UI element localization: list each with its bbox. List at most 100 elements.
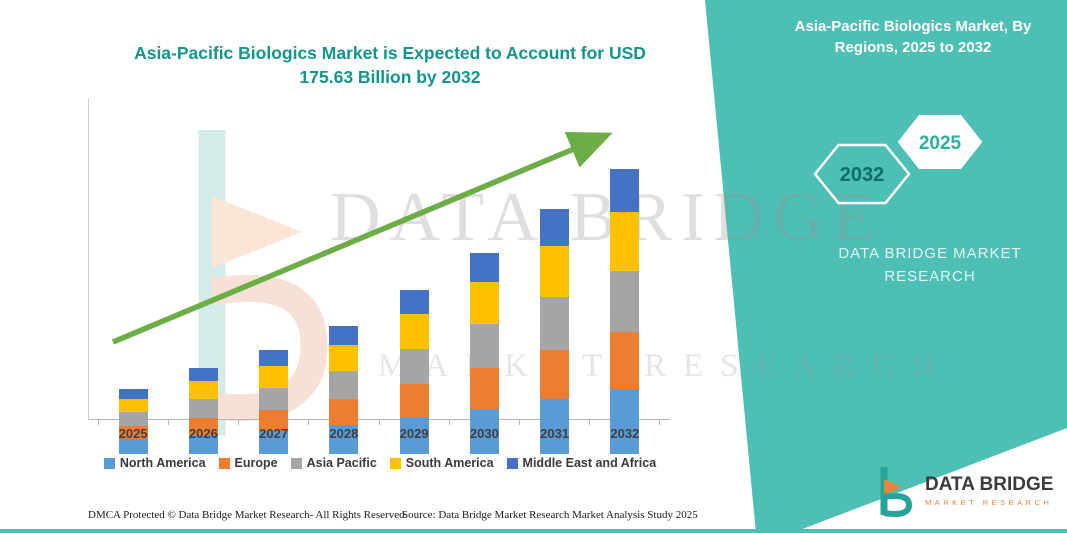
axis-tick xyxy=(98,420,99,425)
x-axis-label-2028: 2028 xyxy=(329,426,359,441)
stacked-bar-2025 xyxy=(118,389,148,454)
segment-asia-pacific xyxy=(188,398,218,419)
company-logo-subtitle: MARKET RESEARCH xyxy=(925,498,1053,508)
stacked-bar-2031 xyxy=(540,208,570,454)
segment-middle-east-and-africa xyxy=(259,350,289,367)
x-axis-label-2032: 2032 xyxy=(610,426,640,441)
segment-middle-east-and-africa xyxy=(329,325,359,346)
legend-swatch xyxy=(218,457,230,469)
segment-north-america xyxy=(540,398,570,454)
panel-brand-line1: DATA BRIDGE MARKET xyxy=(838,245,1022,262)
bars-layer xyxy=(98,132,660,454)
source-note: Source: Data Bridge Market Research Mark… xyxy=(402,509,698,521)
axis-tick xyxy=(588,420,590,425)
segment-south-america xyxy=(469,282,499,325)
chart-title-line1: Asia-Pacific Biologics Market is Expecte… xyxy=(134,43,646,63)
panel-heading: Asia-Pacific Biologics Market, By Region… xyxy=(794,18,1032,56)
segment-middle-east-and-africa xyxy=(540,208,570,247)
axis-tick xyxy=(378,420,380,425)
bottom-accent-rule xyxy=(0,529,1067,533)
company-logo-name: DATA BRIDGE xyxy=(925,473,1054,495)
segment-middle-east-and-africa xyxy=(469,252,499,283)
segment-south-america xyxy=(259,366,289,388)
plot-area xyxy=(88,98,670,420)
year-hexagons: 2032 2025 xyxy=(813,115,983,205)
axis-tick xyxy=(308,420,310,425)
stacked-bar-2032 xyxy=(610,169,640,454)
hexagon-2032-label: 2032 xyxy=(840,164,885,186)
segment-north-america xyxy=(329,424,359,454)
x-axis-labels: 2025 2026 2027 2028 2029 2030 2031 2032 xyxy=(98,426,660,441)
x-axis-label-2027: 2027 xyxy=(259,426,289,441)
legend-item-north-america: North America xyxy=(103,456,206,470)
hexagon-2025 xyxy=(897,115,983,169)
segment-asia-pacific xyxy=(399,348,429,385)
legend-swatch xyxy=(506,457,518,469)
segment-north-america xyxy=(469,408,499,454)
hexagon-2025-label: 2025 xyxy=(919,133,962,154)
legend-swatch xyxy=(389,457,401,469)
segment-europe xyxy=(399,384,429,417)
segment-north-america xyxy=(399,416,429,454)
segment-north-america xyxy=(118,439,148,454)
segment-asia-pacific xyxy=(469,324,499,369)
stacked-bar-2026 xyxy=(188,367,218,454)
panel-brand-text: DATA BRIDGE MARKET RESEARCH xyxy=(798,242,1062,289)
legend-label: North America xyxy=(119,456,206,470)
legend-label: Europe xyxy=(234,456,278,470)
segment-europe xyxy=(259,410,289,432)
stacked-bar-2027 xyxy=(259,350,289,454)
axis-tick xyxy=(448,420,450,425)
dmca-notice: DMCA Protected © Data Bridge Market Rese… xyxy=(88,509,408,521)
company-logo-textblock: DATA BRIDGE MARKET RESEARCH xyxy=(925,473,1054,508)
x-axis-label-2025: 2025 xyxy=(118,426,148,441)
axis-tick xyxy=(168,420,170,425)
segment-south-america xyxy=(610,212,640,271)
segment-asia-pacific xyxy=(610,270,640,333)
x-axis-ticks xyxy=(98,420,660,425)
panel-brand-line2: RESEARCH xyxy=(884,268,976,286)
legend-label: South America xyxy=(405,456,494,470)
segment-south-america xyxy=(399,314,429,349)
segment-europe xyxy=(188,418,218,435)
legend-swatch xyxy=(290,457,302,469)
segment-europe xyxy=(610,332,640,390)
segment-middle-east-and-africa xyxy=(610,169,640,213)
segment-south-america xyxy=(540,246,570,297)
x-axis-label-2030: 2030 xyxy=(469,426,499,441)
segment-middle-east-and-africa xyxy=(118,389,148,399)
company-logo: DATA BRIDGE MARKET RESEARCH xyxy=(872,464,1053,518)
segment-asia-pacific xyxy=(118,411,148,427)
chart-legend: North America Europe Asia Pacific South Ame… xyxy=(78,456,682,470)
segment-north-america xyxy=(610,389,640,454)
segment-middle-east-and-africa xyxy=(399,290,429,315)
legend-item-middle-east-and-africa: Middle East and Africa xyxy=(506,456,657,470)
segment-europe xyxy=(469,368,499,409)
x-axis-label-2029: 2029 xyxy=(399,426,429,441)
x-axis-label-2031: 2031 xyxy=(540,426,570,441)
segment-north-america xyxy=(259,431,289,454)
segment-europe xyxy=(329,398,359,425)
x-axis-label-2026: 2026 xyxy=(188,426,218,441)
segment-south-america xyxy=(118,398,148,412)
segment-south-america xyxy=(188,380,218,399)
segment-middle-east-and-africa xyxy=(188,367,218,381)
legend-item-asia-pacific: Asia Pacific xyxy=(290,456,377,470)
segment-asia-pacific xyxy=(329,371,359,399)
legend-label: Middle East and Africa xyxy=(522,456,657,470)
legend-item-south-america: South America xyxy=(389,456,494,470)
hexagon-2032 xyxy=(813,143,911,205)
chart-title: Asia-Pacific Biologics Market is Expecte… xyxy=(110,42,670,89)
legend-label: Asia Pacific xyxy=(306,456,377,470)
legend-swatch xyxy=(103,457,115,469)
legend-item-europe: Europe xyxy=(218,456,278,470)
company-logo-icon xyxy=(880,467,913,517)
chart-title-line2: 175.63 Billion by 2032 xyxy=(299,66,481,87)
segment-asia-pacific xyxy=(259,387,289,411)
stacked-bar-chart: 2025 2026 2027 2028 2029 2030 2031 2032 xyxy=(88,98,670,454)
segment-asia-pacific xyxy=(540,296,570,351)
segment-south-america xyxy=(329,345,359,372)
axis-tick xyxy=(238,420,240,425)
